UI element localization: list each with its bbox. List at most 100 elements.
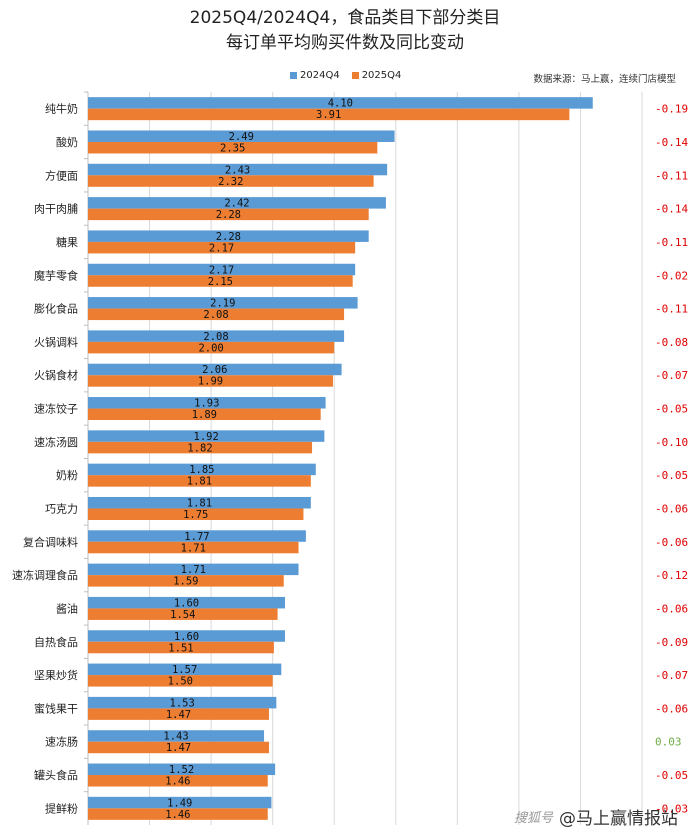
yoy-change-label: 0.03	[655, 736, 682, 749]
yoy-change-label: -0.14	[655, 136, 688, 149]
legend-label-2024q4: 2024Q4	[300, 70, 340, 81]
bar-2025q4	[88, 541, 299, 554]
category-label: 火锅食材	[34, 368, 78, 382]
data-label-2025q4: 1.46	[165, 776, 190, 788]
legend-item-2024q4: 2024Q4	[290, 70, 340, 81]
data-label-2024q4: 2.08	[203, 331, 228, 343]
bar-2024q4	[88, 463, 316, 476]
category-label: 肉干肉脯	[34, 203, 78, 216]
bar-2024q4	[88, 97, 593, 109]
data-label-2025q4: 1.47	[166, 742, 191, 754]
bar-2024q4	[88, 496, 311, 509]
category-label: 纯牛奶	[45, 102, 78, 116]
yoy-change-label: -0.06	[655, 502, 688, 515]
data-label-2024q4: 1.52	[169, 764, 194, 776]
data-label-2024q4: 1.57	[172, 664, 197, 676]
legend-swatch-2024q4	[290, 72, 297, 79]
bar-2024q4	[88, 796, 272, 809]
watermark-account: @马上赢情报站	[559, 809, 678, 829]
category-label: 速冻汤圆	[34, 435, 78, 449]
watermark: 搜狐号 @马上赢情报站	[514, 804, 678, 829]
data-label-2025q4: 1.99	[198, 376, 223, 388]
yoy-change-label: -0.14	[655, 203, 688, 216]
bar-2024q4	[88, 263, 356, 276]
yoy-change-label: -0.02	[655, 269, 688, 282]
data-label-2024q4: 2.49	[229, 131, 254, 143]
bar-2025q4	[88, 241, 356, 254]
data-label-2024q4: 2.42	[224, 198, 249, 210]
data-label-2024q4: 1.71	[181, 564, 206, 576]
data-label-2025q4: 1.82	[187, 442, 212, 454]
bar-2025q4	[88, 308, 345, 321]
data-label-2024q4: 1.53	[170, 697, 195, 709]
category-label: 巧克力	[45, 502, 78, 515]
yoy-change-label: -0.11	[655, 236, 688, 249]
data-label-2025q4: 1.75	[183, 509, 208, 521]
yoy-change-label: -0.11	[655, 303, 688, 316]
bar-2025q4	[88, 808, 268, 820]
bar-2025q4	[88, 375, 333, 387]
category-label: 火锅调料	[34, 335, 78, 349]
data-label-2025q4: 1.59	[173, 576, 198, 588]
yoy-change-label: -0.08	[655, 336, 688, 349]
category-label: 坚果炒货	[34, 668, 78, 682]
bar-2024q4	[88, 330, 345, 342]
data-label-2024q4: 1.60	[174, 597, 199, 609]
data-label-2025q4: 3.91	[316, 109, 341, 121]
category-label: 速冻调理食品	[12, 568, 78, 582]
bar-2025q4	[88, 675, 273, 687]
yoy-change-label: -0.05	[655, 769, 688, 782]
bar-2024q4	[88, 530, 306, 542]
data-label-2024q4: 1.43	[163, 731, 188, 743]
data-label-2025q4: 1.89	[192, 409, 217, 421]
data-label-2025q4: 2.15	[208, 276, 233, 288]
bar-2024q4	[88, 230, 369, 242]
yoy-change-label: -0.07	[655, 369, 688, 382]
category-label: 提鲜粉	[45, 801, 78, 815]
chart-legend: 2024Q4 2025Q4	[290, 70, 401, 81]
bar-2025q4	[88, 608, 278, 620]
watermark-brand: 搜狐号	[513, 811, 553, 826]
bar-2025q4	[88, 208, 369, 221]
bar-2025q4	[88, 408, 321, 421]
bar-2025q4	[88, 108, 570, 121]
legend-label-2025q4: 2025Q4	[361, 70, 402, 81]
bar-2025q4	[88, 475, 311, 487]
bar-2024q4	[88, 197, 386, 209]
data-label-2025q4: 1.46	[165, 809, 190, 821]
category-label: 蜜饯果干	[34, 701, 78, 715]
category-label: 速冻肠	[45, 735, 78, 749]
yoy-change-label: -0.12	[655, 569, 688, 582]
yoy-change-label: -0.07	[655, 669, 688, 682]
bar-2025q4	[88, 341, 335, 354]
legend-swatch-2025q4	[351, 72, 359, 79]
category-label: 复合调味料	[23, 535, 78, 549]
yoy-change-label: -0.05	[655, 403, 688, 416]
bar-2025q4	[88, 708, 269, 720]
category-label: 奶粉	[56, 468, 78, 482]
bar-2024q4	[88, 363, 342, 376]
bar-2024q4	[88, 730, 265, 742]
data-label-2025q4: 2.32	[218, 176, 243, 188]
category-label: 酸奶	[56, 135, 78, 149]
data-label-2025q4: 1.50	[168, 676, 193, 688]
bar-2024q4	[88, 297, 358, 309]
yoy-change-label: -0.06	[655, 602, 688, 615]
bar-2025q4	[88, 775, 268, 787]
yoy-change-label: -0.05	[655, 469, 688, 482]
chart-title-line-1: 2025Q4/2024Q4，食品类目下部分类目	[189, 8, 501, 28]
category-label: 速冻饺子	[34, 402, 78, 416]
data-source-note: 数据来源：马上赢，连续门店模型	[533, 74, 676, 85]
yoy-change-label: -0.11	[655, 169, 688, 182]
data-label-2024q4: 4.10	[328, 98, 353, 110]
yoy-change-label: -0.09	[655, 636, 688, 649]
bar-2024q4	[88, 763, 276, 776]
yoy-change-label: -0.10	[655, 436, 688, 449]
category-label: 酱油	[56, 601, 78, 615]
bar-2024q4	[88, 663, 282, 676]
data-label-2024q4: 2.28	[216, 231, 241, 243]
bar-2025q4	[88, 508, 304, 520]
yoy-change-label: -0.19	[655, 103, 688, 116]
data-label-2024q4: 2.19	[210, 298, 235, 310]
data-label-2024q4: 1.77	[184, 531, 209, 543]
